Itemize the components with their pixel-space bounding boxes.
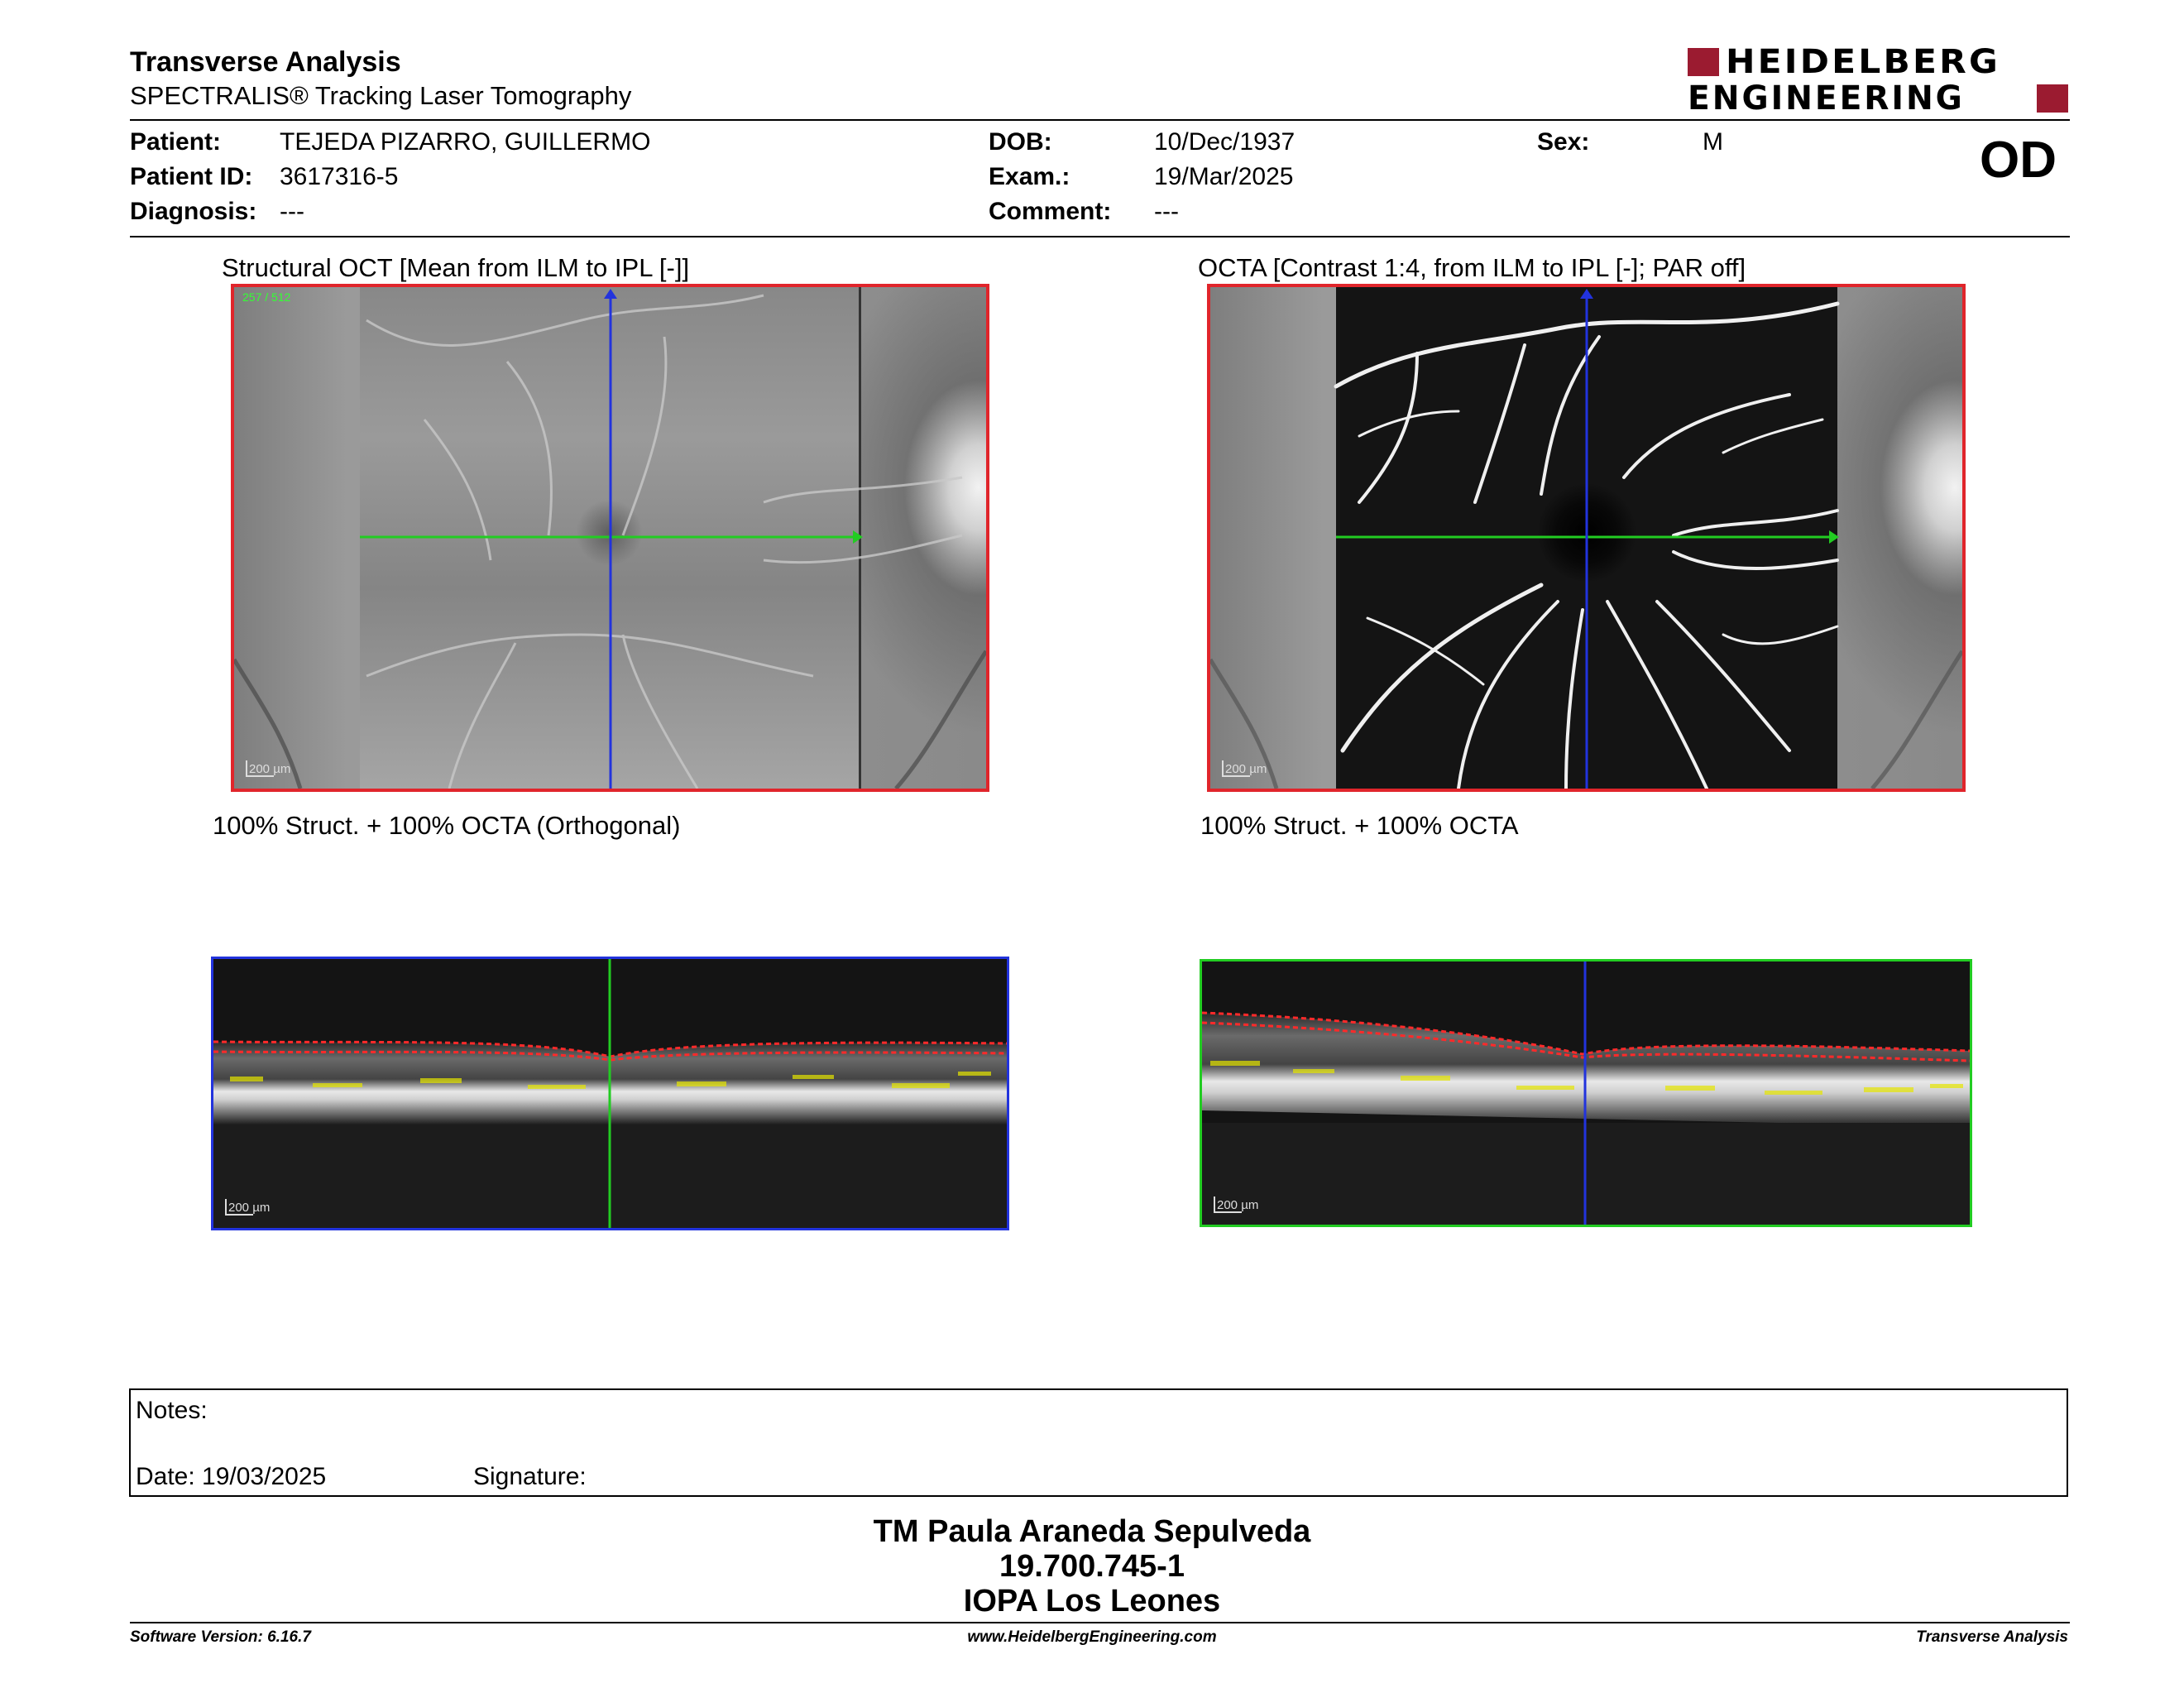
notes-section[interactable]: Notes: Date: 19/03/2025 Signature: — [129, 1388, 2068, 1497]
footer-technician: TM Paula Araneda Sepulveda — [873, 1514, 1311, 1549]
heidelberg-logo: HEIDELBERG ENGINEERING — [1688, 46, 2068, 117]
right-bscan-caption: 100% Struct. + 100% OCTA — [1200, 811, 1519, 840]
patient-id: 3617316-5 — [280, 163, 399, 190]
sex: M — [1703, 128, 1723, 156]
dob-label: DOB: — [989, 128, 1052, 156]
notes-date: Date: 19/03/2025 — [136, 1463, 327, 1490]
left-bscan-caption: 100% Struct. + 100% OCTA (Orthogonal) — [213, 811, 681, 840]
dob: 10/Dec/1937 — [1154, 128, 1296, 156]
eye-laterality: OD — [1980, 132, 2057, 189]
header-divider — [130, 119, 2070, 121]
frame-counter: 257 / 512 — [242, 290, 291, 304]
comment: --- — [1154, 198, 1179, 225]
patient-divider — [130, 236, 2070, 237]
sex-label: Sex: — [1537, 128, 1590, 156]
horizontal-bscan-layers — [1202, 961, 1970, 1225]
scale-bar: 200 µm — [245, 760, 291, 777]
vertical-bscan-image[interactable]: 200 µm — [211, 957, 1009, 1230]
report-title: Transverse Analysis — [130, 46, 401, 78]
octa-scan-lines — [1336, 289, 1839, 789]
diagnosis-label: Diagnosis: — [130, 198, 257, 225]
structural-oct-image[interactable]: 257 / 512 200 µm — [231, 284, 989, 792]
footer-report-type: Transverse Analysis — [1916, 1628, 2068, 1646]
vertical-bscan-layers — [213, 959, 1007, 1228]
diagnosis: --- — [280, 198, 304, 225]
logo-line-2: ENGINEERING — [1688, 79, 1965, 117]
footer-clinic: IOPA Los Leones — [963, 1584, 1221, 1618]
oct-scan-lines — [360, 289, 863, 789]
notes-label: Notes: — [136, 1397, 208, 1424]
horizontal-bscan-image[interactable]: 200 µm — [1200, 959, 1972, 1227]
comment-label: Comment: — [989, 198, 1112, 225]
logo-line-1: HEIDELBERG — [1726, 43, 2000, 81]
patient-name: TEJEDA PIZARRO, GUILLERMO — [280, 128, 651, 156]
exam-date: 19/Mar/2025 — [1154, 163, 1294, 190]
octa-caption: OCTA [Contrast 1:4, from ILM to IPL [-];… — [1198, 253, 1746, 282]
software-version: Software Version: 6.16.7 — [130, 1628, 311, 1646]
scale-bar: 200 µm — [224, 1199, 271, 1216]
structural-oct-caption: Structural OCT [Mean from ILM to IPL [-]… — [222, 253, 690, 282]
website-link[interactable]: www.HeidelbergEngineering.com — [967, 1628, 1217, 1646]
footer-id: 19.700.745-1 — [999, 1549, 1185, 1584]
footer-divider — [130, 1622, 2070, 1623]
scale-bar: 200 µm — [1221, 760, 1267, 777]
octa-image[interactable]: 200 µm — [1207, 284, 1966, 792]
oct-vessel-overlay — [234, 294, 986, 789]
logo-square-icon — [1688, 48, 1719, 76]
patient-label: Patient: — [130, 128, 222, 156]
report-subtitle: SPECTRALIS® Tracking Laser Tomography — [130, 81, 632, 110]
scale-bar: 200 µm — [1213, 1196, 1259, 1213]
patient-id-label: Patient ID: — [130, 163, 253, 190]
signature-label: Signature: — [473, 1463, 587, 1490]
exam-label: Exam.: — [989, 163, 1070, 190]
logo-square-icon — [2037, 84, 2068, 113]
octa-vessel-overlay — [1210, 301, 1962, 789]
